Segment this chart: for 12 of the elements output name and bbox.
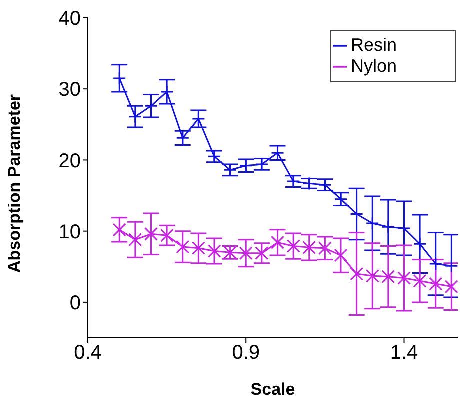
y-tick-label: 10 bbox=[58, 221, 81, 244]
y-tick-label: 30 bbox=[58, 79, 81, 102]
legend-label: Nylon bbox=[351, 56, 398, 76]
y-axis-title: Absorption Parameter bbox=[5, 94, 24, 273]
y-tick-label: 0 bbox=[70, 292, 81, 315]
x-tick-label: 1.4 bbox=[390, 342, 418, 364]
y-tick-label: 40 bbox=[58, 8, 81, 30]
x-axis-title: Scale bbox=[250, 380, 296, 399]
x-tick-label: 0.4 bbox=[74, 342, 102, 364]
y-tick-label: 20 bbox=[58, 150, 81, 172]
legend-label: Resin bbox=[351, 35, 398, 55]
x-tick-label: 0.9 bbox=[232, 342, 260, 364]
